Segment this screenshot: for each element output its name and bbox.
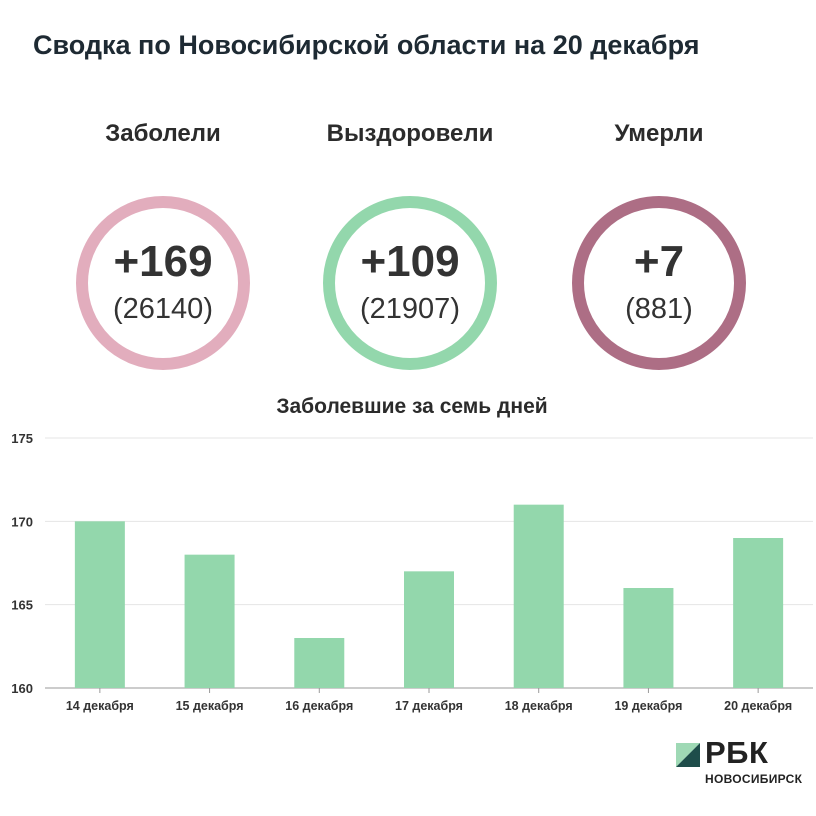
stat-infected: Заболели +169 (26140) (43, 118, 283, 370)
stat-recovered-total: (21907) (360, 293, 460, 325)
bar (184, 554, 235, 688)
stat-deaths-label: Умерли (614, 120, 704, 147)
bar (404, 571, 454, 688)
stat-recovered-label: Выздоровели (326, 120, 494, 147)
y-tick-label: 175 (11, 431, 33, 446)
x-tick-label: 16 декабря (285, 699, 353, 713)
stat-recovered: Выздоровели +109 (21907) (290, 118, 530, 370)
stat-deaths-total: (881) (625, 293, 693, 325)
brand-name: РБК (705, 735, 769, 770)
stat-infected-total: (26140) (113, 293, 213, 325)
chart-title: Заболевшие за семь дней (276, 395, 548, 418)
x-tick-label: 15 декабря (176, 699, 244, 713)
chart-bars (74, 504, 784, 688)
x-tick-label: 19 декабря (614, 699, 682, 713)
stat-recovered-delta: +109 (360, 237, 460, 286)
bar (74, 521, 125, 688)
x-tick-label: 17 декабря (395, 699, 463, 713)
stat-recovered-ring: +109 (21907) (323, 196, 497, 370)
brand-city: НОВОСИБИРСК (705, 772, 803, 786)
y-tick-label: 160 (11, 681, 33, 696)
stat-infected-ring: +169 (26140) (76, 196, 250, 370)
x-tick-label: 18 декабря (505, 699, 573, 713)
stat-infected-delta: +169 (113, 237, 213, 286)
bar (294, 638, 345, 688)
y-tick-label: 165 (11, 598, 33, 613)
x-axis-ticks: 14 декабря 15 декабря 16 декабря 17 декабря… (66, 688, 792, 713)
rbc-logo-icon (676, 743, 700, 767)
stat-deaths-delta: +7 (633, 237, 685, 286)
bar (513, 504, 564, 688)
y-axis-ticks: 160 165 170 175 (11, 431, 33, 696)
bar (623, 588, 674, 688)
x-tick-label: 20 декабря (724, 699, 792, 713)
page-title: Сводка по Новосибирской области на 20 де… (33, 30, 700, 60)
x-tick-label: 14 декабря (66, 699, 134, 713)
bar (733, 538, 784, 688)
stat-deaths-ring: +7 (881) (572, 196, 746, 370)
stat-deaths: Умерли +7 (881) (539, 118, 779, 370)
stat-infected-label: Заболели (105, 120, 221, 147)
bar-chart: 160 165 170 175 14 декабря 15 декабря 16 дека… (11, 431, 813, 713)
y-tick-label: 170 (11, 514, 33, 529)
